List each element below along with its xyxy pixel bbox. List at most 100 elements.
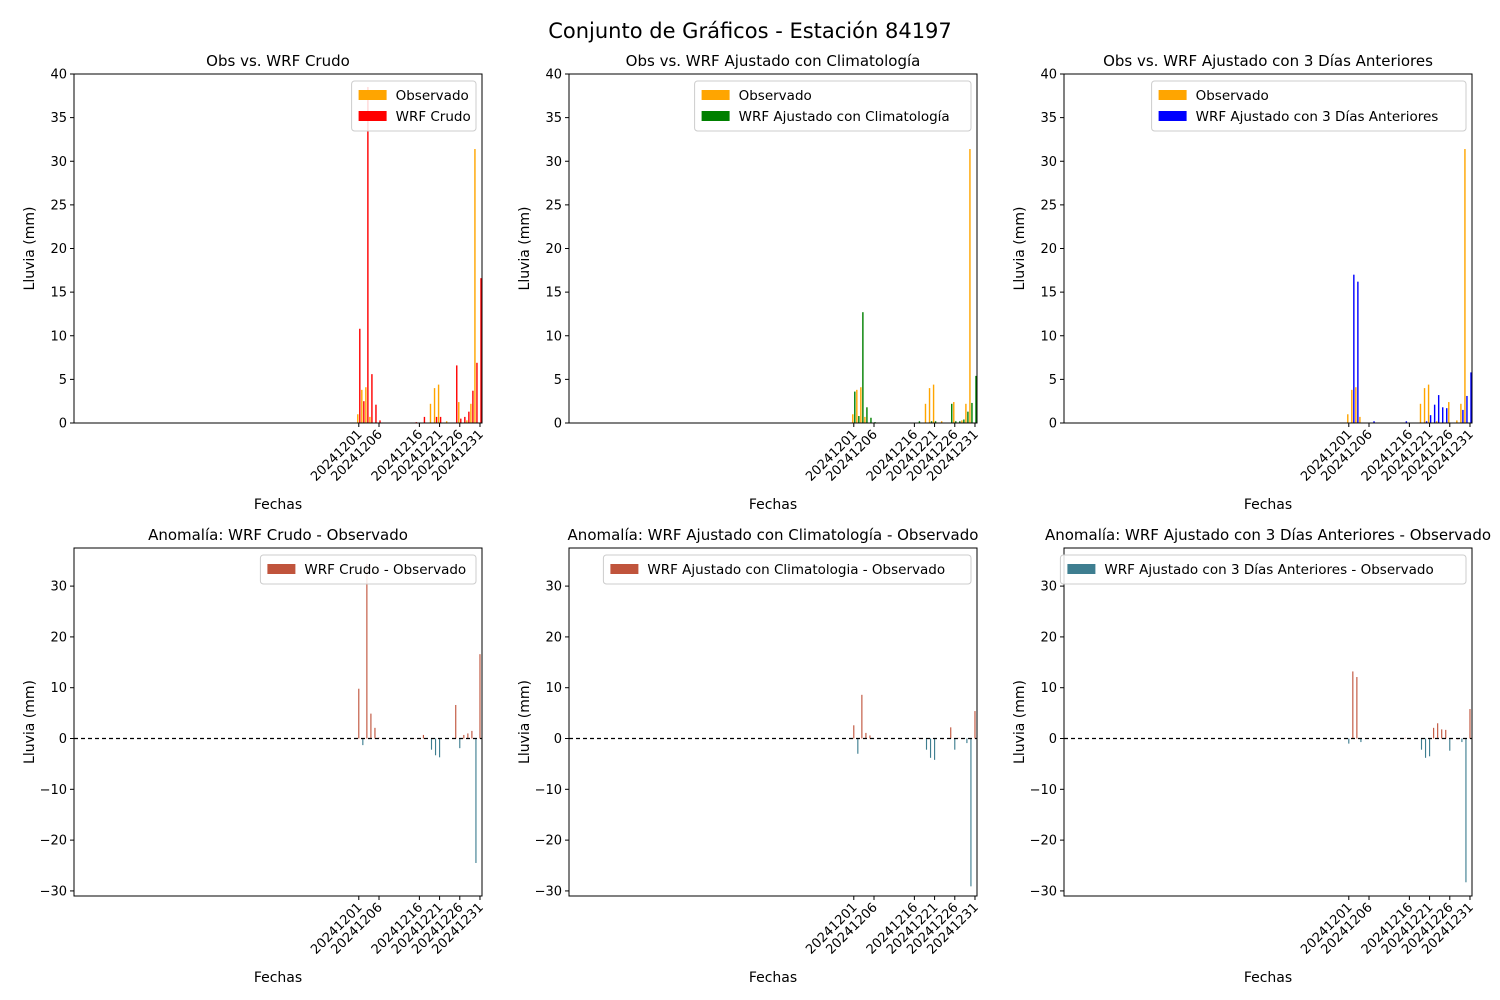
subplot-title: Anomalía: WRF Ajustado con Climatología … bbox=[568, 526, 979, 544]
bar-anomaly bbox=[857, 738, 859, 754]
bar-anomaly bbox=[869, 735, 871, 739]
bar-anomaly bbox=[471, 730, 473, 739]
y-axis-label: Lluvia (mm) bbox=[517, 680, 533, 764]
legend: WRF Ajustado con Climatologia - Observad… bbox=[602, 554, 972, 585]
bar-observado bbox=[864, 416, 866, 423]
y-tick-label: 15 bbox=[545, 286, 562, 301]
bar-observado bbox=[852, 414, 854, 423]
bar-wrf_3dias bbox=[1405, 421, 1408, 423]
legend-swatch bbox=[701, 111, 730, 121]
y-tick-label: 20 bbox=[50, 630, 67, 645]
bar-anomaly bbox=[917, 737, 919, 739]
bar-anomaly bbox=[463, 734, 465, 739]
bar-wrf_clima bbox=[971, 402, 973, 423]
y-tick-label: 10 bbox=[545, 681, 562, 696]
bar-anomaly bbox=[950, 727, 952, 739]
bar-wrf_crudo bbox=[439, 416, 442, 423]
bar-anomaly bbox=[966, 738, 968, 744]
y-tick-label: 25 bbox=[50, 198, 67, 213]
bar-observado bbox=[474, 149, 476, 423]
subplot-title: Obs vs. WRF Ajustado con Climatología bbox=[626, 52, 921, 70]
y-tick-label: 35 bbox=[545, 111, 562, 126]
y-tick-label: 20 bbox=[50, 242, 67, 257]
bar-wrf_3dias bbox=[1373, 421, 1375, 423]
bar-observado bbox=[458, 402, 460, 423]
legend-box bbox=[1151, 80, 1467, 132]
bar-observado bbox=[965, 403, 967, 423]
bar-anomaly bbox=[1348, 738, 1350, 744]
subplot-2: Obs vs. WRF Ajustado con Climatología 0 5 1… bbox=[517, 52, 982, 513]
bar-anomaly bbox=[861, 694, 863, 739]
bar-wrf_3dias bbox=[1433, 404, 1436, 423]
legend: Observado WRF Ajustado con Climatología bbox=[694, 80, 972, 132]
y-tick-label: 30 bbox=[1040, 155, 1057, 170]
y-tick-label: 0 bbox=[59, 417, 67, 432]
bar-observado bbox=[1460, 403, 1462, 423]
subplot-title: Obs vs. WRF Crudo bbox=[206, 52, 350, 70]
y-tick-label: 10 bbox=[1040, 681, 1057, 696]
bar-observado bbox=[1427, 384, 1430, 423]
bar-wrf_crudo bbox=[359, 328, 361, 423]
legend-label: Observado bbox=[739, 88, 812, 104]
bar-wrf_3dias bbox=[1425, 421, 1428, 423]
bar-anomaly bbox=[366, 563, 368, 739]
x-axis-label: Fechas bbox=[749, 970, 797, 986]
y-axis-label: Lluvia (mm) bbox=[22, 207, 38, 291]
legend-swatch bbox=[1067, 564, 1096, 574]
y-tick-label: 35 bbox=[1040, 111, 1057, 126]
bar-observado bbox=[369, 416, 371, 423]
bar-anomaly bbox=[434, 738, 437, 756]
y-tick-label: −30 bbox=[1030, 884, 1057, 899]
legend-swatch bbox=[701, 90, 730, 100]
subplot-title: Obs vs. WRF Ajustado con 3 Días Anterior… bbox=[1103, 52, 1433, 70]
bar-wrf_crudo bbox=[464, 416, 466, 423]
bar-anomaly bbox=[1433, 727, 1435, 739]
y-tick-label: −30 bbox=[535, 884, 562, 899]
bar-observado bbox=[953, 402, 955, 423]
bar-wrf_clima bbox=[967, 411, 969, 423]
y-tick-label: 5 bbox=[59, 373, 67, 388]
bar-observado bbox=[433, 388, 436, 423]
bar-wrf_3dias bbox=[1353, 274, 1355, 423]
bar-wrf_crudo bbox=[468, 411, 470, 423]
bar-observado bbox=[445, 421, 448, 423]
legend-swatch bbox=[358, 111, 387, 121]
legend-swatch bbox=[358, 90, 387, 100]
bar-wrf_clima bbox=[918, 421, 921, 423]
subplot-3: Obs vs. WRF Ajustado con 3 Días Anterior… bbox=[1012, 52, 1477, 513]
bar-observado bbox=[969, 149, 971, 423]
legend-swatch bbox=[267, 564, 296, 574]
bar-anomaly bbox=[865, 732, 867, 739]
bar-anomaly bbox=[1404, 737, 1406, 739]
y-tick-label: 35 bbox=[50, 111, 67, 126]
legend: Observado WRF Crudo bbox=[351, 80, 477, 132]
bar-anomaly bbox=[1465, 738, 1467, 883]
bar-wrf_crudo bbox=[371, 374, 373, 423]
bar-observado bbox=[361, 389, 363, 423]
y-tick-label: 40 bbox=[50, 68, 67, 83]
y-tick-label: −10 bbox=[1030, 783, 1057, 798]
bar-anomaly bbox=[1429, 738, 1431, 757]
legend-label: WRF Ajustado con 3 Días Anteriores - Obs… bbox=[1104, 562, 1433, 578]
y-tick-label: 10 bbox=[50, 329, 67, 344]
bar-anomaly bbox=[958, 737, 960, 739]
y-tick-label: 15 bbox=[1040, 286, 1057, 301]
bar-wrf_clima bbox=[975, 375, 977, 423]
bar-anomaly bbox=[970, 738, 972, 887]
y-axis-label: Lluvia (mm) bbox=[22, 680, 38, 764]
bar-observado bbox=[860, 387, 862, 423]
bar-wrf_clima bbox=[858, 416, 860, 423]
y-tick-label: 0 bbox=[1049, 732, 1057, 747]
legend-label: WRF Crudo - Observado bbox=[304, 562, 466, 578]
y-tick-label: 0 bbox=[1049, 417, 1057, 432]
y-tick-label: 25 bbox=[1040, 198, 1057, 213]
bar-wrf_3dias bbox=[1470, 372, 1472, 423]
x-axis-label: Fechas bbox=[1244, 970, 1292, 986]
y-tick-label: −10 bbox=[40, 783, 67, 798]
bar-wrf_3dias bbox=[1437, 395, 1440, 423]
bar-wrf_clima bbox=[955, 421, 957, 423]
y-tick-label: 0 bbox=[59, 732, 67, 747]
bar-wrf_3dias bbox=[1446, 408, 1448, 423]
bar-anomaly bbox=[455, 704, 457, 739]
